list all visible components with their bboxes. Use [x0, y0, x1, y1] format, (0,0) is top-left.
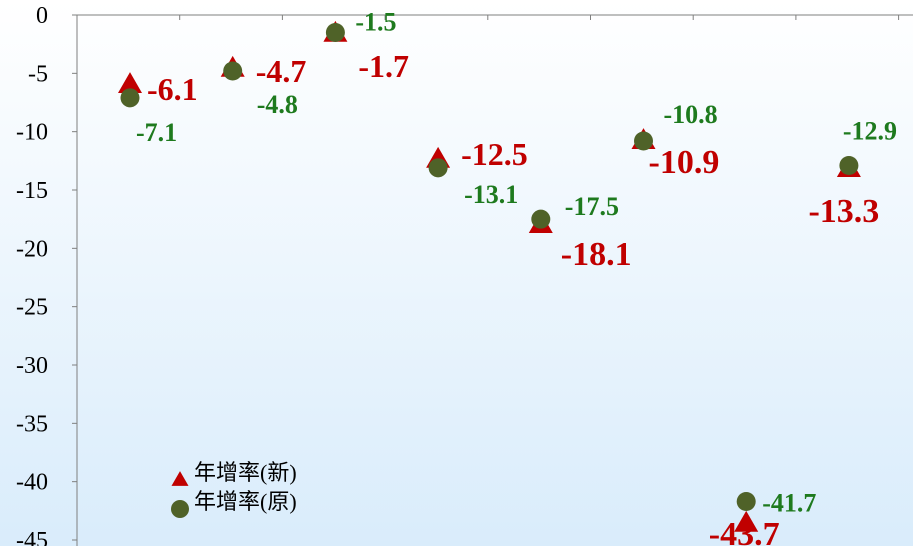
data-label-original: -17.5: [565, 192, 619, 221]
legend: 年增率(新) 年增率(原): [171, 460, 297, 518]
legend-label-original: 年增率(原): [194, 489, 297, 514]
y-tick-label: -40: [16, 470, 48, 496]
y-tick-label: -20: [16, 236, 48, 262]
marker-circle-original: [634, 131, 653, 151]
marks: [118, 20, 861, 532]
data-label-original: -4.8: [257, 90, 298, 119]
data-label-original: -10.8: [664, 100, 718, 129]
data-label-original: -7.1: [136, 118, 177, 147]
data-label-new: -13.3: [808, 193, 879, 230]
data-label-new: -12.5: [461, 136, 528, 172]
legend-marker-original: [171, 500, 189, 518]
y-tick-label: -45: [16, 528, 48, 546]
y-tick-label: -15: [16, 178, 48, 204]
axes: 0 -5 -10 -15 -20 -25 -30 -35 -40 -45: [16, 3, 913, 546]
data-label-new: -18.1: [561, 236, 632, 273]
data-label-original: -41.7: [762, 489, 816, 518]
y-tick-label: -35: [16, 411, 48, 437]
marker-circle-original: [839, 156, 859, 175]
data-label-original: -12.9: [843, 117, 897, 146]
legend-label-new: 年增率(新): [194, 460, 297, 485]
data-label-original: -1.5: [355, 8, 396, 37]
data-label-original: -13.1: [464, 180, 518, 209]
marker-circle-original: [531, 209, 551, 229]
y-tick-label: -25: [16, 295, 48, 321]
marker-triangle-new: [118, 72, 142, 94]
y-tick-label: -5: [28, 61, 48, 87]
marker-circle-original: [736, 492, 756, 511]
marker-circle-original: [325, 23, 345, 42]
data-label-new: -6.1: [147, 71, 198, 107]
marker-triangle-new: [734, 510, 759, 532]
marker-circle-original: [428, 158, 448, 178]
marker-circle-original: [223, 61, 243, 81]
y-tick-label: 0: [36, 3, 48, 29]
data-labels: -6.1 -4.7 -1.7 -12.5 -18.1 -10.9 -43.7 -13.3 -7.…: [136, 8, 897, 546]
y-tick-label: -10: [16, 120, 48, 146]
legend-marker-new: [171, 471, 189, 486]
data-label-new: -10.9: [649, 144, 720, 181]
y-tick-label: -30: [16, 353, 48, 379]
marker-circle-original: [120, 88, 140, 108]
data-label-new: -1.7: [358, 48, 409, 84]
data-label-new: -4.7: [256, 53, 307, 89]
data-label-new: -43.7: [709, 516, 780, 546]
